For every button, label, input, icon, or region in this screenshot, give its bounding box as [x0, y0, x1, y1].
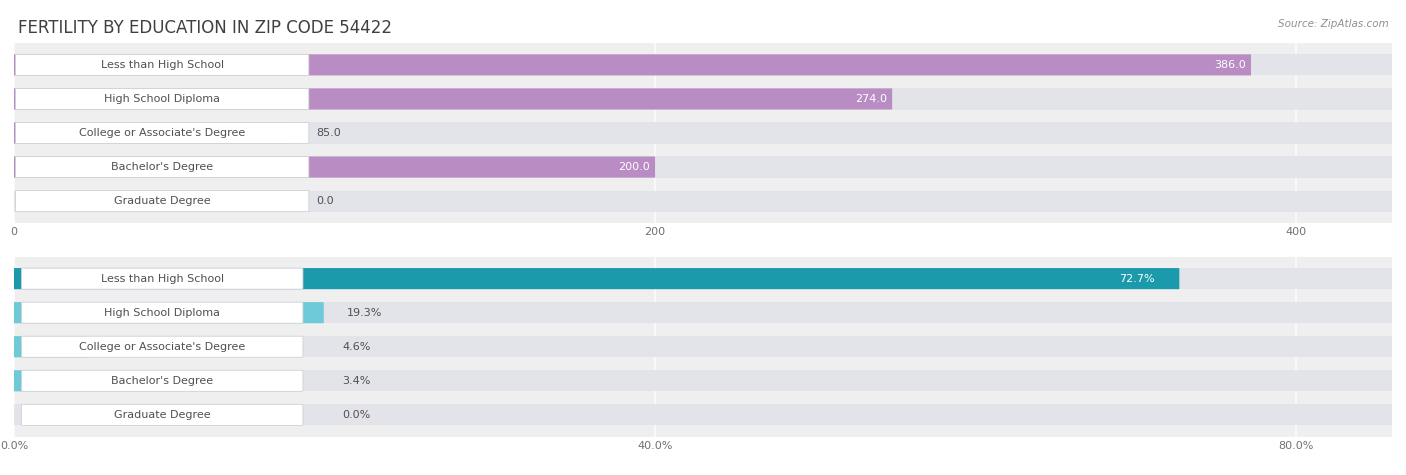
Text: Source: ZipAtlas.com: Source: ZipAtlas.com	[1278, 19, 1389, 29]
Text: College or Associate's Degree: College or Associate's Degree	[79, 128, 245, 138]
FancyBboxPatch shape	[15, 123, 309, 143]
FancyBboxPatch shape	[14, 88, 893, 110]
Bar	[14, 123, 1392, 143]
Bar	[14, 336, 1392, 357]
Text: 386.0: 386.0	[1215, 60, 1246, 70]
Text: 3.4%: 3.4%	[342, 376, 371, 386]
FancyBboxPatch shape	[15, 54, 309, 76]
Bar	[14, 302, 1392, 323]
Bar	[14, 156, 1392, 178]
FancyBboxPatch shape	[21, 302, 302, 323]
Bar	[14, 88, 1392, 110]
Text: Less than High School: Less than High School	[101, 60, 224, 70]
Text: Graduate Degree: Graduate Degree	[114, 196, 211, 206]
Text: 0.0%: 0.0%	[342, 410, 371, 420]
Bar	[14, 190, 1392, 212]
Bar	[14, 54, 1392, 76]
Text: 72.7%: 72.7%	[1119, 274, 1154, 284]
Text: 4.6%: 4.6%	[342, 342, 371, 352]
FancyBboxPatch shape	[15, 88, 309, 110]
Text: Less than High School: Less than High School	[101, 274, 224, 284]
FancyBboxPatch shape	[14, 123, 287, 143]
Text: High School Diploma: High School Diploma	[104, 94, 221, 104]
FancyBboxPatch shape	[14, 302, 323, 323]
FancyBboxPatch shape	[14, 336, 89, 357]
FancyBboxPatch shape	[21, 404, 302, 426]
Text: 19.3%: 19.3%	[347, 308, 382, 318]
Text: 85.0: 85.0	[316, 128, 342, 138]
Text: FERTILITY BY EDUCATION IN ZIP CODE 54422: FERTILITY BY EDUCATION IN ZIP CODE 54422	[18, 19, 392, 37]
FancyBboxPatch shape	[15, 190, 309, 212]
Bar	[14, 404, 1392, 426]
Text: Bachelor's Degree: Bachelor's Degree	[111, 162, 214, 172]
FancyBboxPatch shape	[21, 336, 302, 357]
FancyBboxPatch shape	[14, 156, 655, 178]
FancyBboxPatch shape	[14, 370, 69, 391]
Text: 0.0: 0.0	[316, 196, 335, 206]
FancyBboxPatch shape	[21, 370, 302, 391]
FancyBboxPatch shape	[14, 268, 1180, 289]
Bar	[14, 268, 1392, 289]
Text: High School Diploma: High School Diploma	[104, 308, 221, 318]
Text: 200.0: 200.0	[619, 162, 650, 172]
FancyBboxPatch shape	[15, 156, 309, 178]
Text: Bachelor's Degree: Bachelor's Degree	[111, 376, 214, 386]
FancyBboxPatch shape	[14, 54, 1251, 76]
FancyBboxPatch shape	[21, 268, 302, 289]
Text: Graduate Degree: Graduate Degree	[114, 410, 211, 420]
Bar	[14, 370, 1392, 391]
Text: 274.0: 274.0	[855, 94, 887, 104]
Text: College or Associate's Degree: College or Associate's Degree	[79, 342, 245, 352]
